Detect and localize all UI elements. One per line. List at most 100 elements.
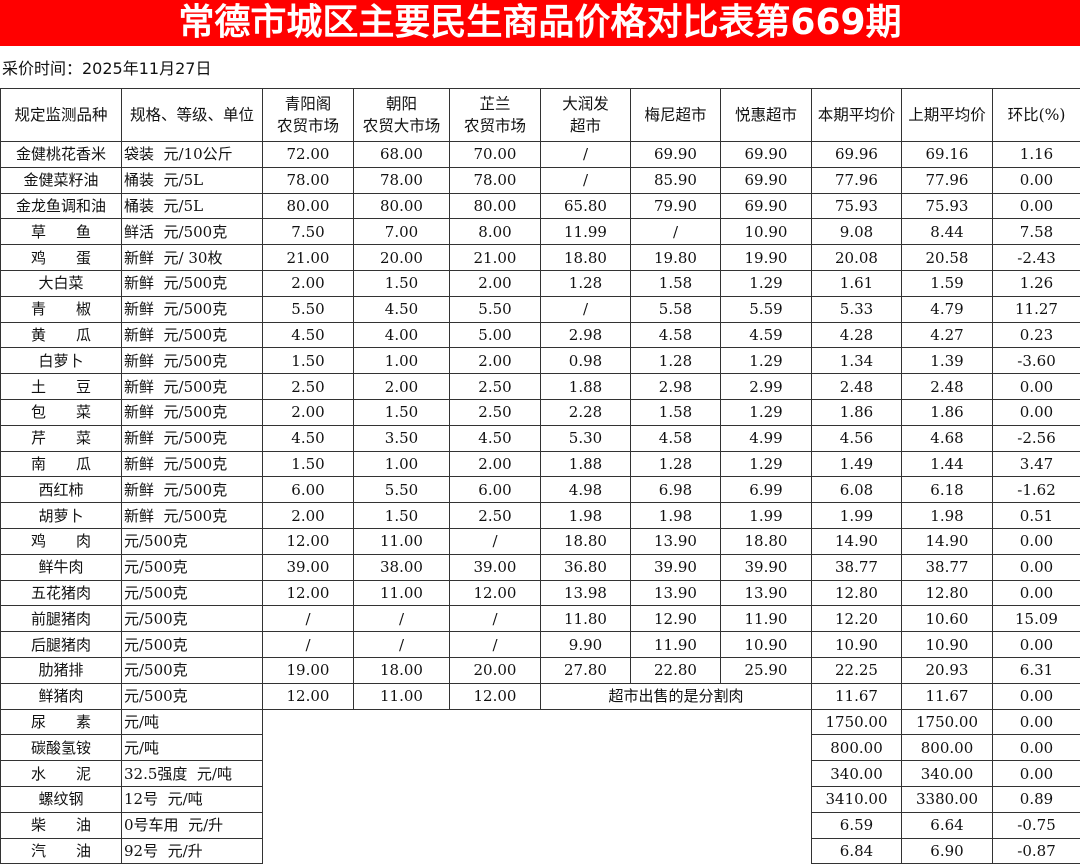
chaoyang-cell: 11.00	[353, 527, 450, 555]
spec-cell: 新鲜 元/500克	[121, 321, 263, 349]
qingyangge-cell: /	[262, 631, 354, 658]
header-row: 规定监测品种 规格、等级、单位 青阳阁 农贸市场 朝阳 农贸大市场 芷兰 农贸市场 大润发…	[0, 88, 1080, 142]
zhilan-cell: 21.00	[449, 244, 541, 271]
darunfa-cell: 2.98	[540, 321, 631, 349]
darunfa-cell: 36.80	[540, 553, 631, 581]
previous-avg-cell: 1.39	[901, 347, 993, 375]
spec-cell: 92号 元/升	[121, 837, 263, 865]
table-row: 水 泥 32.5强度 元/吨 340.00 340.00 0.00	[0, 760, 1080, 787]
chaoyang-cell: 3.50	[353, 424, 450, 452]
meini-cell: 4.58	[630, 424, 721, 452]
qingyangge-cell: 7.50	[262, 218, 354, 246]
yuehui-cell: 1.29	[720, 347, 812, 375]
zhilan-cell: 5.50	[449, 295, 541, 323]
item-name-cell: 南 瓜	[0, 450, 122, 478]
change-pct-cell: -0.87	[992, 837, 1080, 865]
zhilan-cell: 20.00	[449, 656, 541, 684]
item-name-cell: 鸡 肉	[0, 527, 122, 555]
item-name-cell: 西红柿	[0, 476, 122, 504]
previous-avg-cell: 1.59	[901, 269, 993, 297]
zhilan-cell: /	[449, 605, 541, 633]
current-avg-cell: 77.96	[811, 166, 902, 194]
spec-cell: 0号车用 元/升	[121, 811, 263, 839]
header-yuehui: 悦惠超市	[720, 88, 812, 142]
previous-avg-cell: 20.93	[901, 656, 993, 684]
yuehui-cell: 39.90	[720, 553, 812, 581]
current-avg-cell: 340.00	[811, 760, 902, 787]
meini-cell: 1.98	[630, 502, 721, 529]
change-pct-cell: 0.00	[992, 553, 1080, 581]
yuehui-cell: 69.90	[720, 166, 812, 194]
zhilan-cell: 5.00	[449, 321, 541, 349]
table-row: 五花猪肉 元/500克 12.00 11.00 12.00 13.98 13.90 13.90…	[0, 579, 1080, 607]
spec-cell: 新鲜 元/500克	[121, 424, 263, 452]
change-pct-cell: 0.00	[992, 192, 1080, 220]
meini-cell: 39.90	[630, 553, 721, 581]
change-pct-cell: 7.58	[992, 218, 1080, 246]
spec-cell: 袋装 元/10公斤	[121, 141, 263, 168]
item-name-cell: 金健菜籽油	[0, 166, 122, 194]
yuehui-cell: 10.90	[720, 631, 812, 658]
previous-avg-cell: 20.58	[901, 244, 993, 271]
qingyangge-cell: 1.50	[262, 347, 354, 375]
change-pct-cell: 0.00	[992, 708, 1080, 736]
spec-cell: 32.5强度 元/吨	[121, 760, 263, 787]
change-pct-cell: 0.00	[992, 166, 1080, 194]
current-avg-cell: 22.25	[811, 656, 902, 684]
header-spec: 规格、等级、单位	[121, 88, 263, 142]
change-pct-cell: 0.00	[992, 373, 1080, 400]
change-pct-cell: 6.31	[992, 656, 1080, 684]
chaoyang-cell: /	[353, 631, 450, 658]
zhilan-cell: 78.00	[449, 166, 541, 194]
chaoyang-cell: 11.00	[353, 579, 450, 607]
table-row: 汽 油 92号 元/升 6.84 6.90 -0.87	[0, 837, 1080, 865]
change-pct-cell: 0.00	[992, 631, 1080, 658]
current-avg-cell: 800.00	[811, 734, 902, 762]
darunfa-cell: 9.90	[540, 631, 631, 658]
change-pct-cell: -2.56	[992, 424, 1080, 452]
qingyangge-cell: /	[262, 605, 354, 633]
yuehui-cell: 1.99	[720, 502, 812, 529]
empty-area	[263, 709, 812, 864]
supermarket-note-cell: 超市出售的是分割肉	[540, 682, 812, 710]
table-row: 土 豆新鲜 元/500克 2.50 2.00 2.50 1.88 2.98 2.99 2.48…	[0, 373, 1080, 400]
meini-cell: 13.90	[630, 527, 721, 555]
item-name-cell: 鲜猪肉	[0, 682, 122, 710]
zhilan-cell: 12.00	[449, 682, 541, 710]
item-name-cell: 水 泥	[0, 760, 122, 787]
table-row: 碳酸氢铵 元/吨 800.00 800.00 0.00	[0, 734, 1080, 762]
change-pct-cell: 0.89	[992, 785, 1080, 813]
current-avg-cell: 4.56	[811, 424, 902, 452]
spec-cell: 桶装 元/5L	[121, 166, 263, 194]
item-name-cell: 金龙鱼调和油	[0, 192, 122, 220]
previous-avg-cell: 4.27	[901, 321, 993, 349]
qingyangge-cell: 2.00	[262, 398, 354, 426]
previous-avg-cell: 11.67	[901, 682, 993, 710]
change-pct-cell: 0.00	[992, 527, 1080, 555]
previous-avg-cell: 8.44	[901, 218, 993, 246]
table-row: 前腿猪肉 元/500克 / //11.80 12.90 11.90 12.20 10.60 15…	[0, 605, 1080, 633]
darunfa-cell: 18.80	[540, 244, 631, 271]
qingyangge-cell: 6.00	[262, 476, 354, 504]
header-meini: 梅尼超市	[630, 88, 721, 142]
qingyangge-cell: 72.00	[262, 141, 354, 168]
previous-avg-cell: 4.79	[901, 295, 993, 323]
current-avg-cell: 1750.00	[811, 708, 902, 736]
previous-avg-cell: 10.60	[901, 605, 993, 633]
current-avg-cell: 12.20	[811, 605, 902, 633]
current-avg-cell: 6.84	[811, 837, 902, 865]
item-name-cell: 汽 油	[0, 837, 122, 865]
meini-cell: 79.90	[630, 192, 721, 220]
chaoyang-cell: 38.00	[353, 553, 450, 581]
item-name-cell: 胡萝卜	[0, 502, 122, 529]
spec-cell: 桶装 元/5L	[121, 192, 263, 220]
zhilan-cell: 70.00	[449, 141, 541, 168]
meini-cell: 11.90	[630, 631, 721, 658]
meini-cell: 19.80	[630, 244, 721, 271]
current-avg-cell: 20.08	[811, 244, 902, 271]
qingyangge-cell: 19.00	[262, 656, 354, 684]
change-pct-cell: -1.62	[992, 476, 1080, 504]
chaoyang-cell: 80.00	[353, 192, 450, 220]
table-row: 西红柿 新鲜 元/500克 6.00 5.50 6.00 4.98 6.98 6.99 6.08…	[0, 476, 1080, 504]
item-name-cell: 芹 菜	[0, 424, 122, 452]
